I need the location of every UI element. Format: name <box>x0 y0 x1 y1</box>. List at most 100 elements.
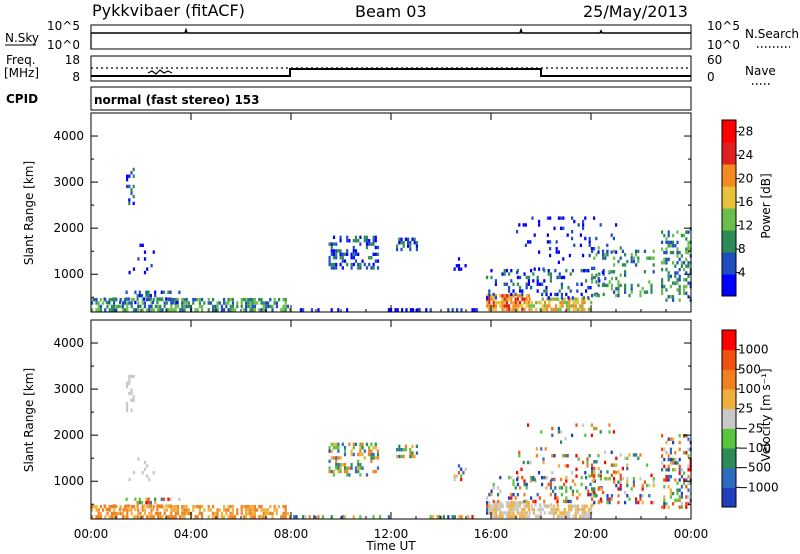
data-cell <box>499 304 502 308</box>
data-cell <box>569 272 572 276</box>
data-cell <box>550 297 553 301</box>
data-cell <box>641 487 644 491</box>
data-cell <box>508 294 511 298</box>
data-cell <box>130 504 133 509</box>
data-cell <box>132 167 135 172</box>
data-cell <box>110 511 113 516</box>
data-cell <box>557 430 560 434</box>
data-cell <box>438 515 441 519</box>
data-cell <box>560 285 563 290</box>
data-cell <box>332 442 336 447</box>
data-cell <box>91 504 94 509</box>
data-cell <box>546 240 549 244</box>
data-cell <box>411 451 414 455</box>
data-cell <box>471 515 474 519</box>
data-cell <box>110 297 113 302</box>
freq-tick-high: 18 <box>65 53 80 67</box>
data-cell <box>608 477 611 481</box>
data-cell <box>523 507 526 512</box>
data-cell <box>425 308 428 312</box>
data-cell <box>541 297 544 301</box>
data-cell <box>555 240 558 244</box>
data-cell <box>407 240 410 245</box>
data-cell <box>328 446 331 450</box>
data-cell <box>557 216 560 220</box>
data-cell <box>341 442 344 447</box>
data-cell <box>573 219 576 224</box>
data-cell <box>525 285 528 290</box>
nsearch-label: N.Search <box>745 27 799 41</box>
data-cell <box>595 253 598 257</box>
data-cell <box>549 503 552 507</box>
data-cell <box>619 256 622 260</box>
data-cell <box>665 298 668 302</box>
data-cell <box>615 456 618 461</box>
data-cell <box>119 297 122 302</box>
radar-name: Pykkvibaer (fitACF) <box>92 1 245 20</box>
data-cell <box>600 499 603 504</box>
data-cell <box>528 297 531 301</box>
data-cell <box>357 469 360 474</box>
data-cell <box>107 300 111 305</box>
freq-label-line1: Freq. <box>6 53 36 67</box>
data-cell <box>93 504 96 509</box>
data-cell <box>121 304 124 309</box>
data-cell <box>330 515 333 519</box>
data-cell <box>273 504 276 509</box>
data-cell <box>557 514 560 519</box>
data-cell <box>543 511 547 515</box>
data-cell <box>516 477 519 482</box>
data-cell <box>359 446 362 450</box>
data-cell <box>570 297 573 301</box>
data-cell <box>579 243 582 248</box>
data-cell <box>236 304 239 309</box>
data-cell <box>503 282 506 286</box>
data-cell <box>672 491 675 496</box>
data-cell <box>512 294 515 298</box>
data-cell <box>554 496 557 500</box>
data-cell <box>574 482 577 487</box>
data-cell <box>521 514 524 519</box>
data-cell <box>165 504 168 508</box>
data-cell <box>110 515 113 519</box>
data-cell <box>154 304 157 309</box>
data-cell <box>352 252 355 257</box>
data-cell <box>565 268 568 273</box>
data-cell <box>619 480 622 484</box>
data-cell <box>242 504 245 509</box>
data-cell <box>214 515 217 519</box>
cpid-text: normal (fast stereo) 153 <box>94 93 260 107</box>
data-cell <box>508 511 511 515</box>
data-cell <box>143 508 146 512</box>
data-cell <box>516 230 519 234</box>
data-cell <box>128 270 131 275</box>
data-cell <box>532 304 536 308</box>
data-cell <box>665 502 668 506</box>
data-cell <box>134 497 137 501</box>
data-cell <box>350 466 353 470</box>
data-cell <box>411 237 414 241</box>
data-cell <box>543 503 546 507</box>
data-cell <box>335 456 338 460</box>
data-cell <box>147 293 150 298</box>
data-cell <box>198 297 201 302</box>
data-cell <box>516 304 519 308</box>
data-cell <box>458 515 461 519</box>
data-cell <box>646 483 649 488</box>
data-cell <box>547 268 550 273</box>
data-cell <box>209 301 212 305</box>
data-cell <box>154 500 157 505</box>
data-cell <box>678 498 681 503</box>
data-cell <box>672 240 675 245</box>
data-cell <box>576 507 580 512</box>
data-cell <box>350 449 353 453</box>
data-cell <box>602 292 605 297</box>
data-cell <box>505 304 508 308</box>
data-cell <box>619 477 622 481</box>
data-cell <box>112 504 115 508</box>
data-cell <box>630 259 633 264</box>
data-cell <box>580 282 583 286</box>
data-cell <box>667 505 670 509</box>
data-cell <box>534 499 537 504</box>
data-cell <box>584 216 587 220</box>
